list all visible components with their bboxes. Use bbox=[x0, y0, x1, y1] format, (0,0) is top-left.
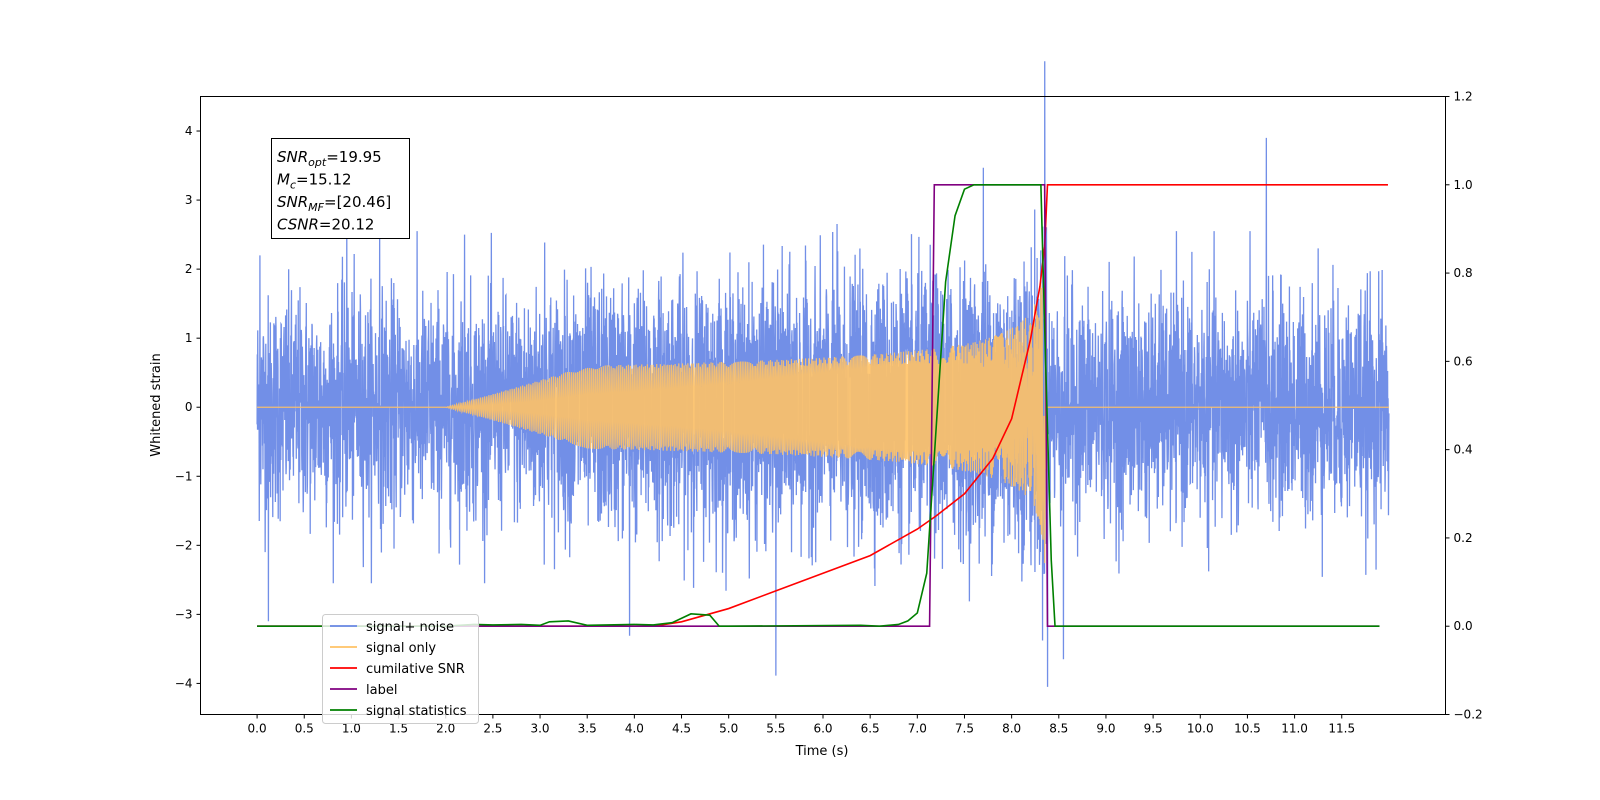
y-tick-label-left: 2 bbox=[185, 262, 193, 276]
x-tick-label: 0.0 bbox=[248, 722, 267, 736]
annotation-line: SNRopt=19.95 bbox=[277, 148, 382, 169]
x-tick-label: 3.0 bbox=[530, 722, 549, 736]
annotation-line: SNRMF=[20.46] bbox=[277, 193, 391, 214]
x-tick-label: 8.0 bbox=[1002, 722, 1021, 736]
y-tick-label-left: −4 bbox=[175, 676, 193, 690]
x-tick-label: 7.5 bbox=[955, 722, 974, 736]
x-tick-label: 10.0 bbox=[1187, 722, 1214, 736]
x-tick-label: 0.5 bbox=[295, 722, 314, 736]
x-tick-label: 1.5 bbox=[389, 722, 408, 736]
y-tick-label-right: 1.2 bbox=[1454, 90, 1473, 104]
x-tick-label: 3.5 bbox=[578, 722, 597, 736]
series-layer bbox=[256, 61, 1390, 687]
legend-label: label bbox=[366, 683, 397, 698]
x-axis-label: Time (s) bbox=[795, 744, 849, 759]
x-tick-label: 5.0 bbox=[719, 722, 738, 736]
legend-label: signal statistics bbox=[366, 704, 467, 719]
y-axis-label-left: Whitened strain bbox=[149, 353, 164, 456]
x-tick-label: 11.5 bbox=[1328, 722, 1355, 736]
y-tick-label-left: 3 bbox=[185, 193, 193, 207]
series-signal-only bbox=[257, 261, 1389, 564]
y-tick-label-right: 0.8 bbox=[1454, 266, 1473, 280]
y-tick-label-left: 1 bbox=[185, 331, 193, 345]
ticks-layer: 0.0 0.5 1.0 1.5 2.0 2.5 3.0 3.5 4.0 4.5 5.0 5.5 6.0 6… bbox=[175, 90, 1483, 736]
x-tick-label: 5.5 bbox=[766, 722, 785, 736]
y-tick-label-right: 1.0 bbox=[1454, 178, 1473, 192]
x-tick-label: 9.0 bbox=[1096, 722, 1115, 736]
legend-label: signal+ noise bbox=[366, 620, 454, 635]
x-tick-label: 10.5 bbox=[1234, 722, 1261, 736]
x-tick-label: 1.0 bbox=[342, 722, 361, 736]
y-tick-label-right: −0.2 bbox=[1454, 708, 1483, 722]
x-tick-label: 2.5 bbox=[483, 722, 502, 736]
annotation-line: Mc=15.12 bbox=[277, 171, 352, 192]
y-tick-label-left: 4 bbox=[185, 124, 193, 138]
legend-label: cumilative SNR bbox=[366, 662, 465, 677]
legend-label: signal only bbox=[366, 641, 436, 656]
x-tick-label: 7.0 bbox=[908, 722, 927, 736]
x-tick-label: 4.0 bbox=[625, 722, 644, 736]
y-tick-label-left: −3 bbox=[175, 607, 193, 621]
x-tick-label: 11.0 bbox=[1281, 722, 1308, 736]
x-tick-label: 2.0 bbox=[436, 722, 455, 736]
y-tick-label-right: 0.0 bbox=[1454, 619, 1473, 633]
y-tick-label-right: 0.4 bbox=[1454, 443, 1473, 457]
y-tick-label-right: 0.6 bbox=[1454, 354, 1473, 368]
y-tick-label-left: 0 bbox=[185, 400, 193, 414]
series-signal-statistics bbox=[257, 183, 1380, 628]
y-tick-label-left: −1 bbox=[175, 469, 193, 483]
legend: signal+ noise signal only cumilative SNR la… bbox=[322, 614, 479, 724]
x-tick-label: 4.5 bbox=[672, 722, 691, 736]
x-tick-label: 9.5 bbox=[1144, 722, 1163, 736]
y-tick-label-right: 0.2 bbox=[1454, 531, 1473, 545]
y-tick-label-left: −2 bbox=[175, 538, 193, 552]
annotation-line: CSNR=20.12 bbox=[277, 216, 374, 234]
x-tick-label: 8.5 bbox=[1049, 722, 1068, 736]
x-tick-label: 6.0 bbox=[813, 722, 832, 736]
x-tick-label: 6.5 bbox=[861, 722, 880, 736]
